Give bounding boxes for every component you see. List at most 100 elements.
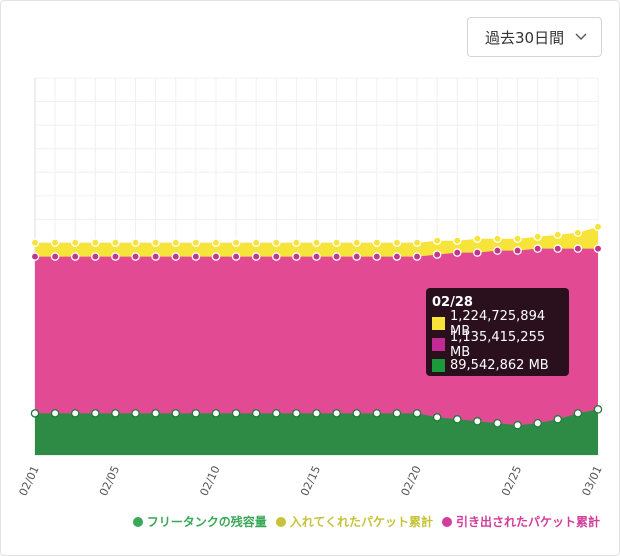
point-packets-out — [533, 244, 542, 253]
point-packets-in — [432, 236, 442, 245]
point-packets-in — [171, 238, 180, 247]
point-packets-out — [111, 252, 120, 261]
legend-item-packets-in[interactable]: 入れてくれたパケット累計 — [275, 513, 433, 530]
point-packets-out — [452, 248, 462, 257]
point-packets-in — [513, 234, 522, 243]
point-packets-in — [533, 232, 542, 241]
point-packets-in — [352, 238, 361, 247]
point-packets-out — [211, 252, 221, 261]
tooltip-value-green: 89,542,862 MB — [450, 358, 549, 373]
point-free-tank — [211, 409, 221, 418]
point-free-tank — [593, 405, 603, 414]
legend-item-packets-out[interactable]: 引き出されたパケット累計 — [441, 513, 600, 530]
point-packets-in — [312, 238, 321, 247]
point-free-tank — [30, 409, 40, 418]
point-packets-in — [50, 238, 60, 247]
point-free-tank — [312, 409, 321, 418]
x-tick-label: 02/05 — [97, 464, 122, 498]
point-packets-out — [573, 244, 583, 253]
point-packets-in — [91, 238, 100, 247]
x-tick-label: 03/01 — [580, 464, 605, 498]
x-tick-label: 02/15 — [298, 464, 323, 498]
point-packets-in — [573, 228, 583, 238]
point-packets-in — [211, 238, 221, 247]
x-tick-label: 02/01 — [17, 464, 42, 498]
legend-dot-magenta — [441, 516, 452, 527]
point-packets-out — [91, 252, 100, 261]
legend-label-packets-in: 入れてくれたパケット累計 — [289, 515, 433, 529]
point-packets-out — [251, 252, 261, 261]
point-free-tank — [231, 409, 241, 418]
point-packets-out — [171, 252, 180, 261]
point-packets-out — [30, 252, 40, 261]
tooltip-row-magenta: 1,135,415,255 MB — [432, 330, 563, 360]
point-packets-in — [272, 238, 281, 247]
point-packets-out — [151, 252, 160, 261]
x-tick-label: 02/20 — [399, 464, 424, 498]
legend-item-free-tank[interactable]: フリータンクの残容量 — [132, 513, 267, 530]
point-packets-in — [231, 238, 241, 247]
tooltip-value-yellow: 1,224,725,894 MB — [450, 308, 546, 339]
point-free-tank — [533, 419, 542, 428]
point-packets-out — [50, 252, 60, 261]
tooltip-row-yellow: 1,224,725,894 MB — [432, 309, 563, 339]
point-free-tank — [493, 419, 502, 428]
point-packets-in — [372, 238, 382, 247]
point-packets-in — [191, 238, 201, 247]
point-free-tank — [171, 409, 180, 418]
point-packets-in — [332, 238, 341, 247]
legend-label-free-tank: フリータンクの残容量 — [146, 515, 267, 529]
point-free-tank — [352, 409, 361, 418]
tooltip-swatch-green — [432, 359, 445, 372]
x-tick-label: 02/10 — [198, 464, 223, 498]
point-packets-out — [70, 252, 80, 261]
point-free-tank — [452, 415, 462, 424]
point-free-tank — [573, 409, 583, 418]
point-packets-out — [272, 252, 281, 261]
point-free-tank — [332, 409, 341, 418]
point-packets-in — [452, 236, 462, 245]
point-free-tank — [392, 409, 402, 418]
tooltip-swatch-yellow — [432, 317, 445, 330]
tooltip-swatch-magenta — [432, 338, 445, 351]
point-packets-out — [312, 252, 321, 261]
point-packets-in — [131, 238, 140, 247]
point-packets-in — [593, 222, 603, 232]
point-free-tank — [473, 417, 482, 426]
period-dropdown[interactable]: 過去30日間 — [467, 17, 602, 57]
chevron-down-icon — [575, 33, 587, 40]
chart-tooltip: 02/28 1,224,725,894 MB 1,135,415,255 MB … — [426, 288, 569, 376]
point-packets-out — [513, 246, 522, 255]
point-packets-in — [292, 238, 301, 247]
point-free-tank — [91, 409, 100, 418]
period-dropdown-label: 過去30日間 — [485, 28, 565, 47]
point-free-tank — [553, 415, 563, 424]
point-packets-out — [432, 250, 442, 259]
point-packets-out — [412, 252, 422, 261]
point-packets-out — [352, 252, 361, 261]
point-packets-out — [332, 252, 341, 261]
x-tick-label: 02/25 — [499, 464, 524, 498]
point-free-tank — [432, 413, 442, 422]
point-free-tank — [372, 409, 382, 418]
point-packets-out — [392, 252, 402, 261]
point-free-tank — [292, 409, 301, 418]
point-packets-out — [473, 248, 482, 257]
point-packets-in — [553, 230, 563, 240]
point-packets-out — [292, 252, 301, 261]
point-packets-in — [493, 234, 502, 243]
tooltip-date: 02/28 — [432, 295, 473, 310]
point-packets-in — [392, 238, 402, 247]
point-free-tank — [412, 409, 422, 418]
point-packets-out — [593, 244, 603, 253]
legend-label-packets-out: 引き出されたパケット累計 — [455, 515, 600, 529]
point-packets-out — [231, 252, 241, 261]
point-packets-out — [553, 244, 563, 253]
point-free-tank — [70, 409, 80, 418]
point-packets-in — [70, 238, 80, 247]
point-packets-in — [30, 238, 40, 247]
tooltip-value-magenta: 1,135,415,255 MB — [450, 329, 546, 360]
point-packets-in — [412, 238, 422, 247]
point-free-tank — [272, 409, 281, 418]
